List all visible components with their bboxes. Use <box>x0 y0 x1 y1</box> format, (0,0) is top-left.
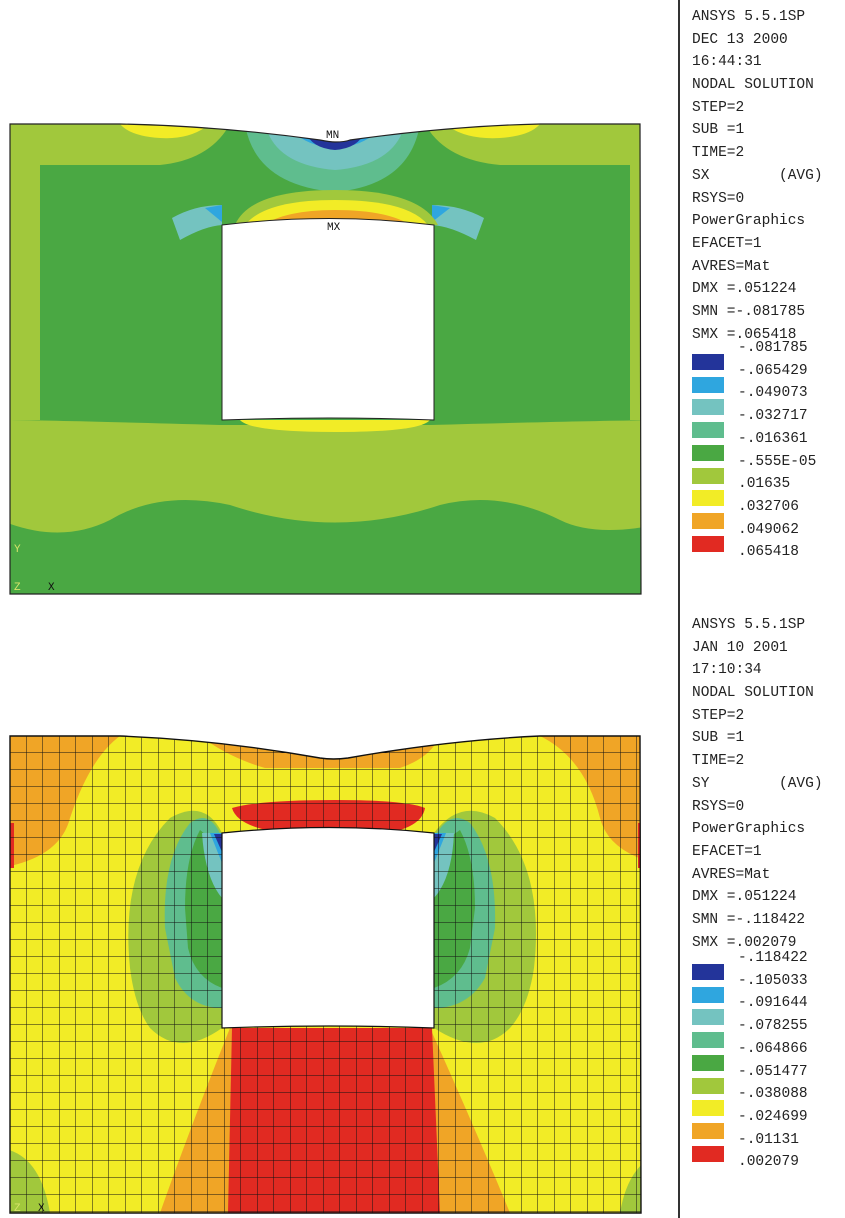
header-line: SMX =.065418 <box>692 326 797 343</box>
scale-swatch <box>692 512 724 529</box>
header-line: ANSYS 5.5.1SP <box>692 9 806 25</box>
scale-swatch <box>692 1122 724 1139</box>
header-line: EFACET=1 <box>692 235 762 252</box>
scale-value: .065418 <box>738 544 799 561</box>
scale-swatch <box>692 1077 724 1094</box>
scale-value: -.078255 <box>738 1018 808 1035</box>
sy-legend: ANSYS 5.5.1SP JAN 10 2001 17:10:34 NODAL SO… <box>678 608 845 1218</box>
sx-result-panel: MN MX Y Z X ANSYS 5.5.1SP DEC 13 2000 16:4… <box>0 0 845 608</box>
header-line: SX (AVG) <box>692 167 823 184</box>
scale-value: -.555E-05 <box>738 453 817 470</box>
sx-band-yellow-top-left <box>120 124 210 139</box>
sx-band-light-right-edge <box>630 165 641 420</box>
scale-value: -.038088 <box>738 1086 808 1103</box>
header-line: RSYS=0 <box>692 190 745 207</box>
scale-swatch <box>692 1145 724 1162</box>
header-line: DEC 13 2000 <box>692 31 788 48</box>
sx-min-label: MN <box>326 130 339 142</box>
header-line: ANSYS 5.5.1SP <box>692 617 806 633</box>
scale-value: -.024699 <box>738 1108 808 1125</box>
scale-value: -.016361 <box>738 430 808 447</box>
header-line: AVRES=Mat <box>692 258 771 275</box>
header-line: JAN 10 2001 <box>692 639 788 656</box>
header-line: TIME=2 <box>692 753 745 770</box>
sy-result-panel: Z X ANSYS 5.5.1SP JAN 10 2001 17:10:34 NODA… <box>0 608 845 1218</box>
sx-max-label: MX <box>327 222 341 234</box>
sy-header-info: ANSYS 5.5.1SP JAN 10 2001 17:10:34 NODAL SO… <box>692 614 823 954</box>
header-line: SMN =-.118422 <box>692 911 806 928</box>
header-line: PowerGraphics <box>692 821 806 838</box>
header-line: RSYS=0 <box>692 798 745 815</box>
scale-swatch <box>692 376 724 393</box>
header-line: 17:10:34 <box>692 662 762 679</box>
scale-value: .01635 <box>738 476 791 493</box>
sx-x-axis-label: X <box>48 582 55 594</box>
sx-legend: ANSYS 5.5.1SP DEC 13 2000 16:44:31 NODAL SO… <box>678 0 845 608</box>
scale-swatch <box>692 1100 724 1117</box>
scale-swatch <box>692 535 724 552</box>
scale-swatch <box>692 467 724 484</box>
sx-band-corner-left-inner <box>205 205 222 222</box>
sy-hole <box>221 826 435 1029</box>
scale-value: -.051477 <box>738 1063 808 1080</box>
scale-swatch <box>692 986 724 1003</box>
sx-band-yellow-below-hole <box>240 420 430 432</box>
scale-value: -.091644 <box>738 995 808 1012</box>
scale-value: .002079 <box>738 1154 799 1171</box>
sy-contour-plot: Z X <box>9 735 642 1215</box>
sx-model-outline <box>9 123 642 595</box>
sx-hole <box>221 218 435 421</box>
header-line: DMX =.051224 <box>692 281 797 298</box>
scale-swatch <box>692 399 724 416</box>
sx-contour-plot: MN MX Y Z X <box>9 123 642 595</box>
header-line: SUB =1 <box>692 730 745 747</box>
header-line: SY (AVG) <box>692 775 823 792</box>
sy-z-axis-label: Z <box>14 1203 21 1215</box>
sx-z-axis-label: Z <box>14 582 21 594</box>
header-line: SMN =-.081785 <box>692 303 806 320</box>
scale-swatch <box>692 354 724 370</box>
sy-x-axis-label: X <box>38 1203 45 1215</box>
sy-model-outline <box>9 735 642 1214</box>
scale-value: -.064866 <box>738 1040 808 1057</box>
header-line: TIME=2 <box>692 145 745 162</box>
scale-swatch <box>692 490 724 507</box>
header-line: NODAL SOLUTION <box>692 77 814 94</box>
scale-value: -.081785 <box>738 340 808 356</box>
header-line: STEP=2 <box>692 707 745 724</box>
header-line: 16:44:31 <box>692 54 762 71</box>
scale-swatch <box>692 444 724 461</box>
scale-value: -.118422 <box>738 950 808 966</box>
scale-value: -.01131 <box>738 1131 799 1148</box>
scale-value: .032706 <box>738 498 799 515</box>
header-line: SMX =.002079 <box>692 934 797 951</box>
scale-swatch <box>692 1009 724 1026</box>
scale-value: -.049073 <box>738 385 808 402</box>
scale-swatch <box>692 964 724 980</box>
sx-band-light-left-edge <box>10 165 40 420</box>
scale-swatch <box>692 1054 724 1071</box>
sx-y-axis-label: Y <box>14 544 21 556</box>
scale-swatch <box>692 1032 724 1049</box>
scale-swatch <box>692 422 724 439</box>
header-line: NODAL SOLUTION <box>692 685 814 702</box>
header-line: PowerGraphics <box>692 213 806 230</box>
scale-value: .049062 <box>738 521 799 538</box>
header-line: EFACET=1 <box>692 843 762 860</box>
sx-band-corner-right-inner <box>432 205 450 222</box>
sx-band-corner-left <box>172 205 222 240</box>
sx-band-corner-right <box>432 205 484 240</box>
header-line: STEP=2 <box>692 99 745 116</box>
scale-value: -.032717 <box>738 408 808 425</box>
scale-value: -.105033 <box>738 972 808 989</box>
header-line: DMX =.051224 <box>692 889 797 906</box>
sx-band-light-bottom <box>10 420 641 533</box>
sx-header-info: ANSYS 5.5.1SP DEC 13 2000 16:44:31 NODAL SO… <box>692 6 823 346</box>
header-line: SUB =1 <box>692 122 745 139</box>
scale-value: -.065429 <box>738 362 808 379</box>
header-line: AVRES=Mat <box>692 866 771 883</box>
